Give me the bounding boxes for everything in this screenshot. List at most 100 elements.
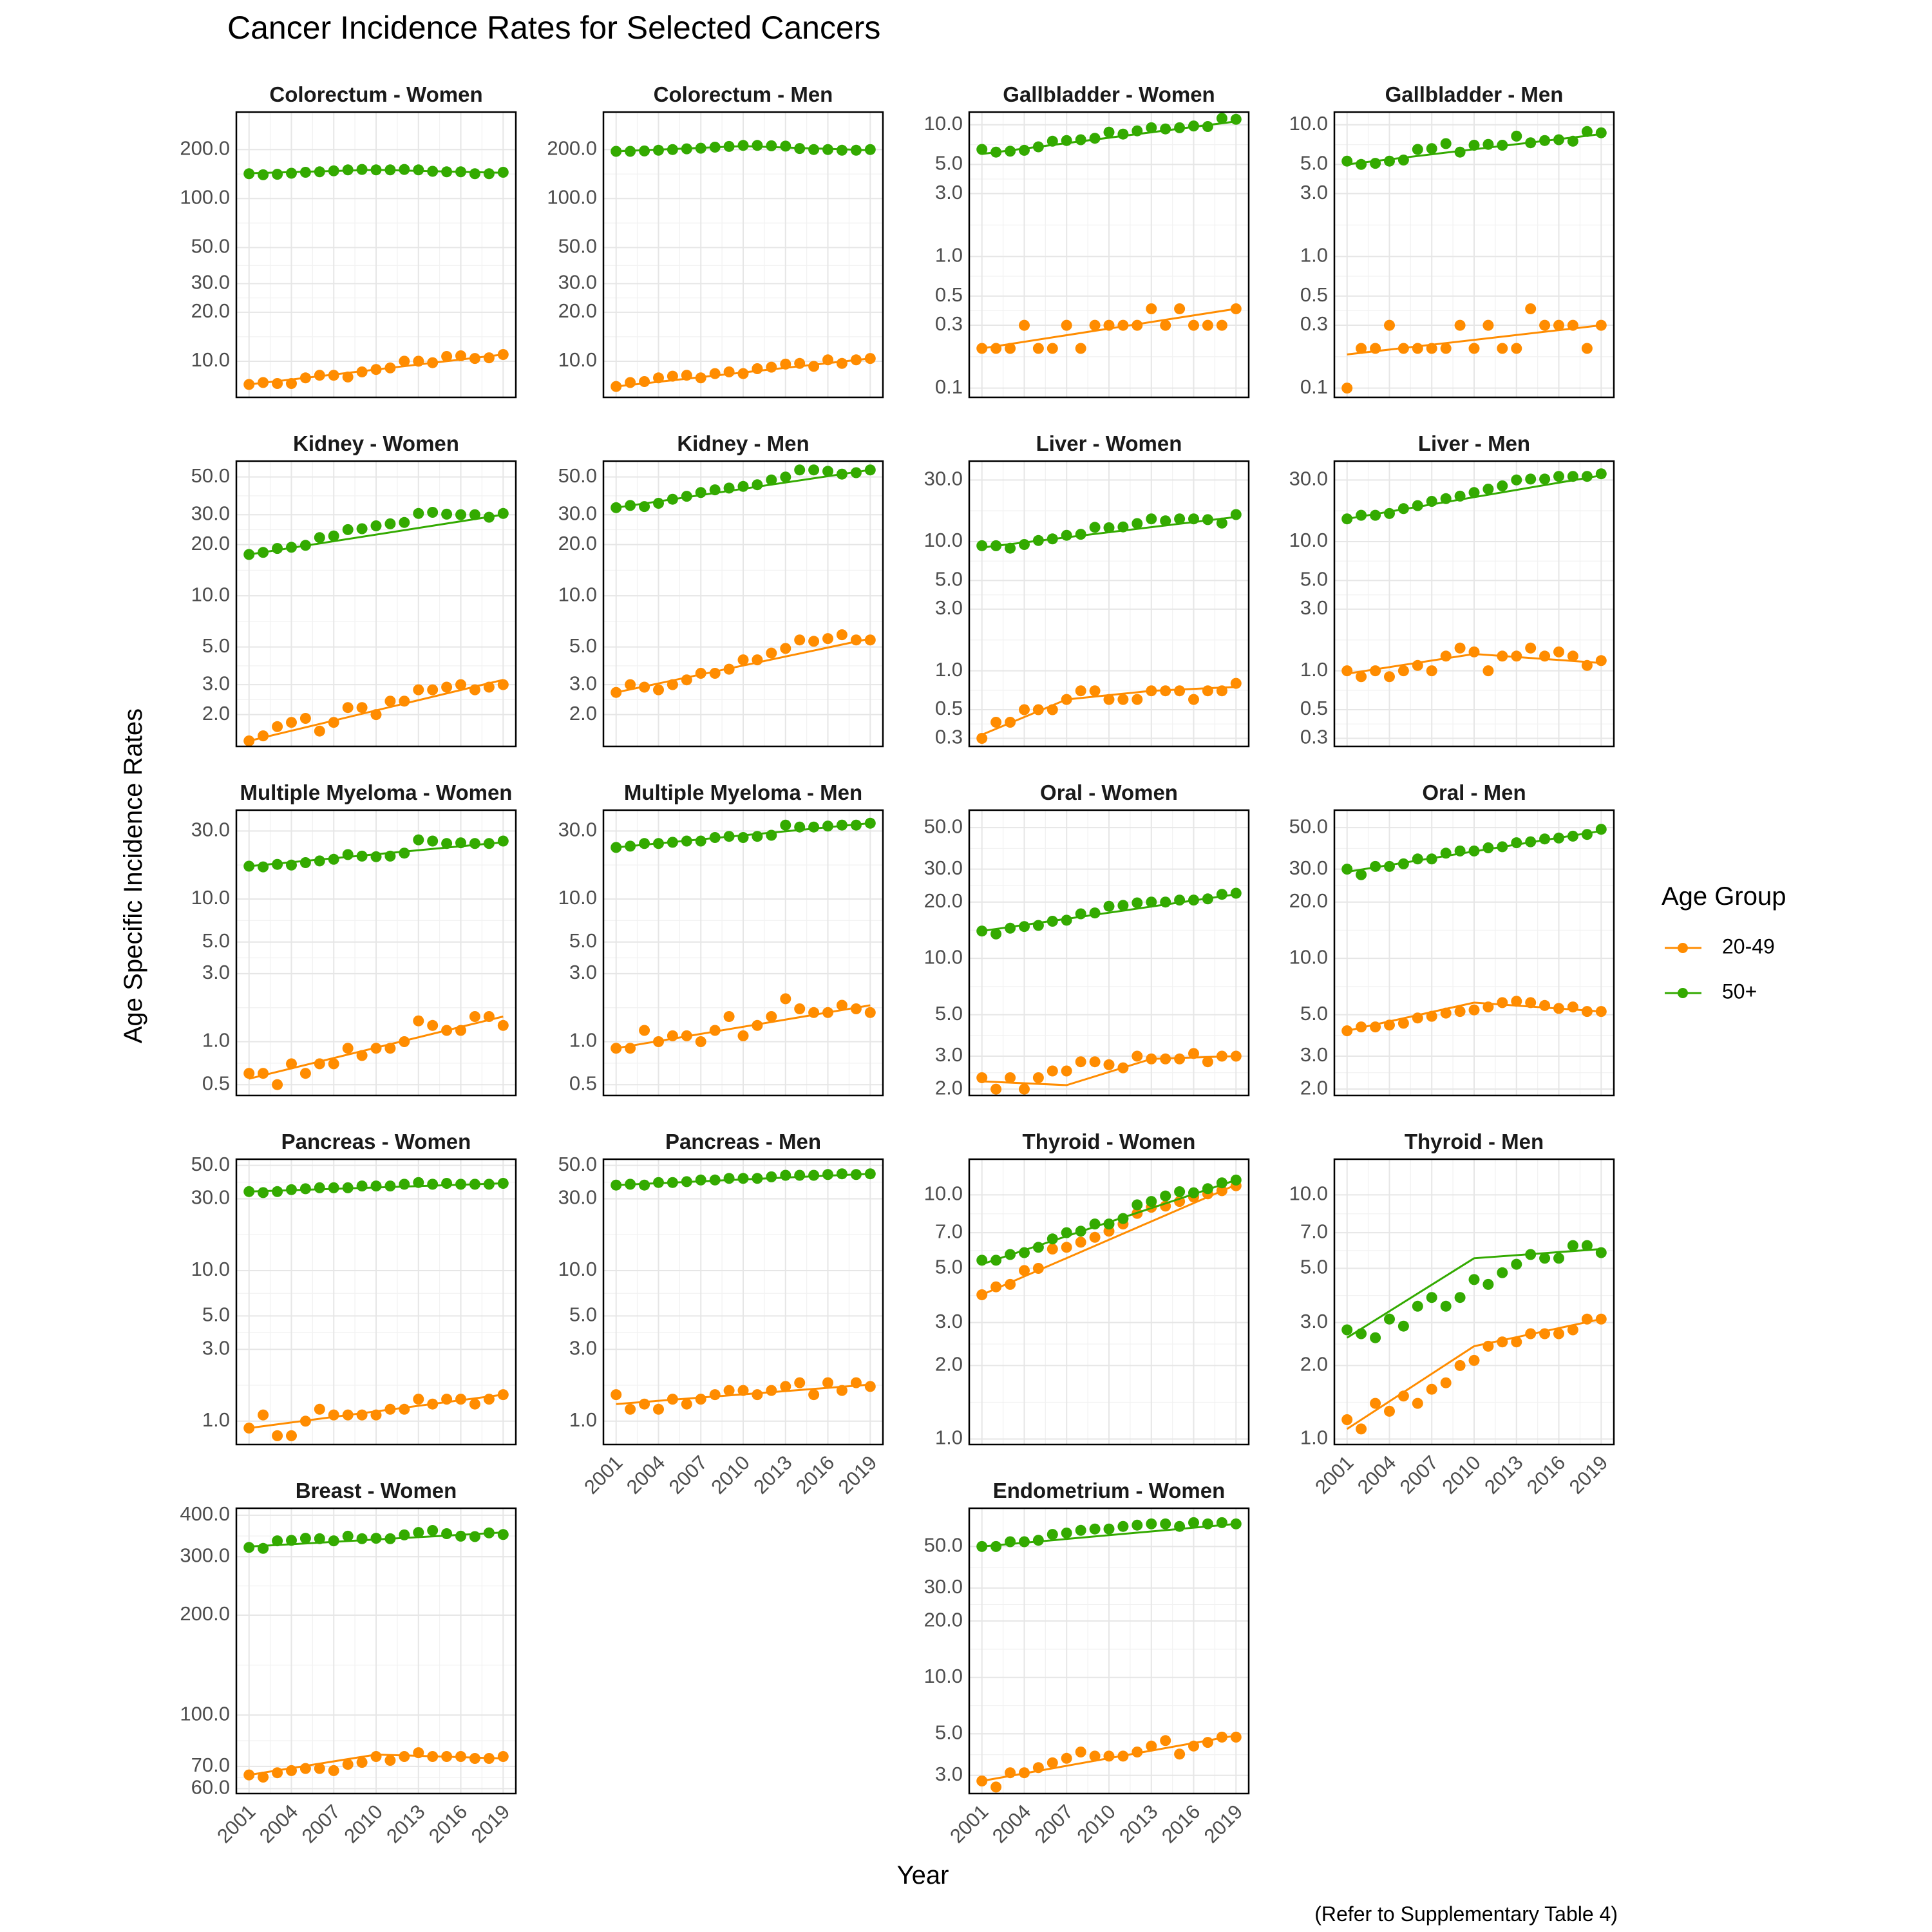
panel-title: Thyroid - Women <box>1023 1130 1196 1153</box>
data-point-50plus <box>695 835 706 847</box>
data-point-20-49 <box>1146 1740 1157 1752</box>
data-point-20-49 <box>1174 1053 1186 1065</box>
y-tick-label: 100.0 <box>180 185 230 208</box>
data-layer <box>243 1525 509 1783</box>
data-point-50plus <box>1216 113 1227 124</box>
data-point-20-49 <box>1440 1007 1452 1019</box>
data-point-20-49 <box>1384 319 1395 331</box>
data-point-20-49 <box>1595 655 1607 667</box>
data-point-20-49 <box>990 1083 1002 1095</box>
data-point-20-49 <box>1230 303 1242 314</box>
data-point-20-49 <box>399 1036 410 1047</box>
data-point-20-49 <box>1132 1050 1143 1062</box>
data-point-20-49 <box>441 1025 453 1036</box>
data-point-50plus <box>1174 1186 1186 1197</box>
data-point-20-49 <box>469 684 480 696</box>
data-point-50plus <box>976 1255 988 1266</box>
data-point-50plus <box>427 507 439 518</box>
data-point-50plus <box>497 835 509 847</box>
data-point-50plus <box>1595 127 1607 138</box>
data-point-50plus <box>1468 487 1480 498</box>
grid <box>1334 1159 1614 1444</box>
data-point-20-49 <box>243 1769 255 1781</box>
data-point-50plus <box>299 857 311 868</box>
y-tick-label: 100.0 <box>547 185 597 208</box>
data-point-50plus <box>441 1528 453 1539</box>
data-point-20-49 <box>314 1763 325 1774</box>
data-point-20-49 <box>681 1030 692 1041</box>
data-point-20-49 <box>399 355 410 367</box>
data-point-50plus <box>243 168 255 180</box>
legend-label-50plus: 50+ <box>1722 980 1757 1003</box>
data-point-20-49 <box>455 1394 466 1405</box>
data-point-20-49 <box>258 377 269 388</box>
data-layer <box>243 507 509 746</box>
y-tick-label: 200.0 <box>180 1602 230 1625</box>
data-point-20-49 <box>639 376 650 387</box>
data-point-50plus <box>1454 146 1466 158</box>
data-point-20-49 <box>286 717 297 728</box>
panel-title: Oral - Men <box>1422 781 1526 804</box>
data-point-20-49 <box>1075 1236 1086 1248</box>
data-point-20-49 <box>299 372 311 384</box>
data-point-50plus <box>1188 513 1199 525</box>
data-point-50plus <box>1117 900 1129 911</box>
data-point-50plus <box>455 1179 466 1190</box>
data-point-20-49 <box>1539 319 1551 331</box>
data-point-50plus <box>709 1174 721 1186</box>
data-point-50plus <box>1019 921 1030 933</box>
y-tick-label: 1.0 <box>202 1408 230 1431</box>
data-point-20-49 <box>328 1058 339 1070</box>
data-point-50plus <box>681 835 692 847</box>
data-point-50plus <box>413 1177 424 1188</box>
data-point-20-49 <box>1075 1747 1086 1757</box>
y-tick-label: 10.0 <box>924 1182 963 1205</box>
data-point-50plus <box>286 542 297 553</box>
data-point-50plus <box>794 821 806 833</box>
data-point-50plus <box>314 1533 325 1544</box>
data-point-50plus <box>850 819 862 831</box>
data-point-50plus <box>1103 126 1115 138</box>
data-point-20-49 <box>723 1385 735 1396</box>
x-tick-label: 2010 <box>1437 1451 1485 1499</box>
data-point-50plus <box>723 831 735 842</box>
data-point-50plus <box>441 166 453 178</box>
data-point-20-49 <box>455 1751 466 1762</box>
data-point-20-49 <box>427 1019 439 1031</box>
data-point-50plus <box>483 1527 495 1539</box>
y-tick-label: 5.0 <box>935 1721 963 1743</box>
data-point-20-49 <box>1356 1423 1367 1435</box>
data-point-50plus <box>243 1186 255 1197</box>
y-tick-label: 10.0 <box>924 112 963 135</box>
data-point-50plus <box>399 848 410 859</box>
data-point-50plus <box>1032 1535 1044 1546</box>
data-point-20-49 <box>455 350 466 361</box>
y-tick-label: 3.0 <box>935 596 963 619</box>
data-point-20-49 <box>794 1003 806 1014</box>
data-point-50plus <box>1061 135 1072 146</box>
data-point-50plus <box>1019 1536 1030 1548</box>
data-point-20-49 <box>413 355 424 367</box>
y-tick-label: 5.0 <box>569 1303 597 1326</box>
x-tick-label: 2013 <box>1115 1800 1162 1848</box>
data-point-50plus <box>1230 1174 1242 1186</box>
data-point-50plus <box>1482 1278 1494 1290</box>
y-tick-label: 10.0 <box>924 1665 963 1687</box>
data-point-50plus <box>1032 1242 1044 1253</box>
data-point-20-49 <box>709 1389 721 1401</box>
y-tick-label: 60.0 <box>191 1776 230 1799</box>
y-tick-label: 0.5 <box>935 283 963 306</box>
data-point-50plus <box>1595 468 1607 480</box>
panel-breast-women: 60.070.0 100.0 200.0 300.0 400.0 200120042007… <box>180 1479 517 1848</box>
x-tick-label: 2019 <box>1200 1800 1247 1848</box>
data-point-20-49 <box>836 629 848 641</box>
data-point-20-49 <box>483 681 495 693</box>
data-point-20-49 <box>314 1403 325 1415</box>
data-point-50plus <box>1497 140 1508 151</box>
data-point-50plus <box>1146 1518 1157 1530</box>
data-point-50plus <box>639 1179 650 1191</box>
data-point-20-49 <box>258 1772 269 1783</box>
y-tick-label: 20.0 <box>1289 889 1328 912</box>
y-tick-label: 3.0 <box>569 961 597 983</box>
data-point-20-49 <box>1370 1021 1381 1033</box>
